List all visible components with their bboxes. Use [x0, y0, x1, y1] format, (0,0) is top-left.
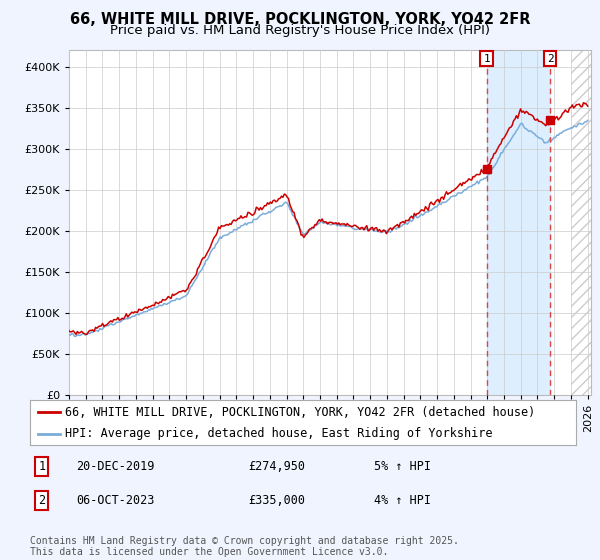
Text: Contains HM Land Registry data © Crown copyright and database right 2025.
This d: Contains HM Land Registry data © Crown c…: [30, 535, 459, 557]
Text: 06-OCT-2023: 06-OCT-2023: [76, 494, 155, 507]
Text: Price paid vs. HM Land Registry's House Price Index (HPI): Price paid vs. HM Land Registry's House …: [110, 24, 490, 37]
Text: 1: 1: [483, 54, 490, 64]
Text: £335,000: £335,000: [248, 494, 305, 507]
Text: 66, WHITE MILL DRIVE, POCKLINGTON, YORK, YO42 2FR (detached house): 66, WHITE MILL DRIVE, POCKLINGTON, YORK,…: [65, 406, 536, 419]
Text: HPI: Average price, detached house, East Riding of Yorkshire: HPI: Average price, detached house, East…: [65, 427, 493, 441]
Text: £274,950: £274,950: [248, 460, 305, 473]
Text: 2: 2: [38, 494, 46, 507]
Bar: [571, 50, 596, 395]
Bar: [487, 50, 550, 395]
Text: 4% ↑ HPI: 4% ↑ HPI: [374, 494, 431, 507]
Text: 2: 2: [547, 54, 554, 64]
Text: 1: 1: [38, 460, 46, 473]
Bar: [571, 50, 596, 395]
Text: 5% ↑ HPI: 5% ↑ HPI: [374, 460, 431, 473]
Text: 20-DEC-2019: 20-DEC-2019: [76, 460, 155, 473]
Text: 66, WHITE MILL DRIVE, POCKLINGTON, YORK, YO42 2FR: 66, WHITE MILL DRIVE, POCKLINGTON, YORK,…: [70, 12, 530, 27]
